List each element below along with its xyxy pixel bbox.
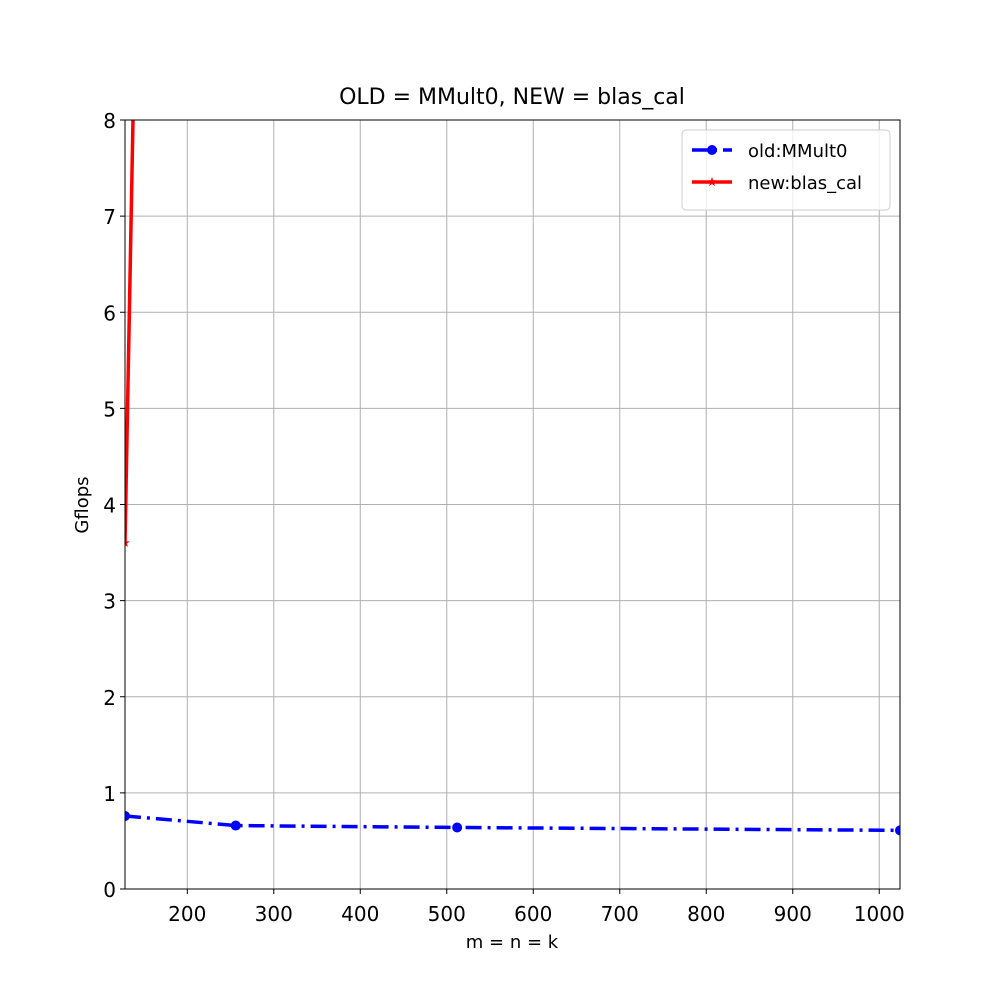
marker xyxy=(895,825,900,836)
x-tick-label: 300 xyxy=(255,902,293,926)
ticks: 200 300 400 500 600 700 800 900 1000 0 1 2 3 4 5 6 7 8 xyxy=(103,109,904,926)
marker xyxy=(707,177,717,187)
y-tick-label: 3 xyxy=(103,590,116,614)
x-tick-label: 600 xyxy=(514,902,552,926)
marker xyxy=(452,822,463,833)
x-tick-label: 400 xyxy=(341,902,379,926)
x-tick-label: 500 xyxy=(428,902,466,926)
marker xyxy=(707,145,717,155)
marker xyxy=(230,820,241,831)
y-tick-label: 2 xyxy=(103,686,116,710)
marker xyxy=(125,537,130,547)
legend-label: new:blas_cal xyxy=(748,173,862,194)
y-tick-label: 4 xyxy=(103,494,116,518)
legend-box xyxy=(681,129,891,211)
series-line xyxy=(125,814,900,833)
y-tick-label: 1 xyxy=(103,782,116,806)
y-tick-label: 5 xyxy=(103,397,116,421)
legend-label: old:MMult0 xyxy=(748,141,847,162)
plot-area xyxy=(125,120,900,836)
marker xyxy=(125,810,130,821)
y-tick-label: 8 xyxy=(103,109,116,133)
x-tick-label: 200 xyxy=(168,902,206,926)
legend: old:MMult0 new:blas_cal xyxy=(681,129,891,211)
y-tick-label: 6 xyxy=(103,301,116,325)
x-tick-label: 700 xyxy=(601,902,639,926)
x-tick-label: 800 xyxy=(687,902,725,926)
x-axis-label: m = n = k xyxy=(466,932,559,953)
chart-title: OLD = MMult0, NEW = blas_cal xyxy=(339,85,685,110)
y-axis-label: Gflops xyxy=(72,476,93,533)
x-tick-label: 900 xyxy=(774,902,812,926)
x-tick-label: 1000 xyxy=(854,902,905,926)
y-tick-label: 0 xyxy=(103,878,116,902)
y-tick-label: 7 xyxy=(103,205,116,229)
